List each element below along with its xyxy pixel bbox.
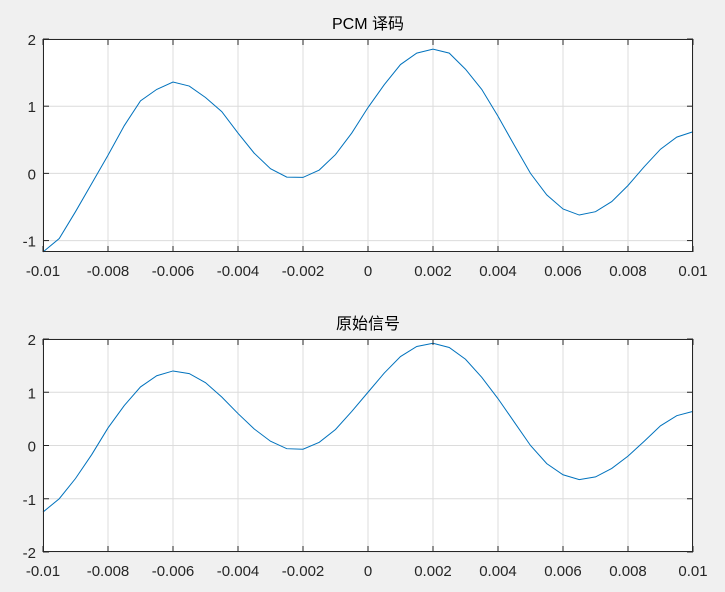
x-tick-label: 0.008	[609, 263, 647, 280]
chart-title: 原始信号	[336, 315, 400, 333]
x-tick-label: 0.002	[414, 563, 452, 580]
x-tick-label: 0	[364, 263, 372, 280]
y-tick-label: 0	[28, 439, 36, 456]
subplot-1: -0.01 -0.008 -0.006 -0.004 -0.002 0 0.002 0.004…	[23, 15, 708, 280]
subplot-2: -0.01 -0.008 -0.006 -0.004 -0.002 0 0.002 0.004…	[23, 315, 708, 580]
x-tick-label: -0.004	[217, 263, 260, 280]
x-tick-label: 0.006	[544, 263, 582, 280]
chart-title: PCM 译码	[332, 15, 404, 33]
x-tick-label: -0.002	[282, 263, 325, 280]
y-tick-label: 1	[28, 99, 36, 116]
x-tick-label: 0	[364, 563, 372, 580]
x-tick-label: 0.01	[678, 263, 707, 280]
x-tick-label: -0.006	[152, 263, 195, 280]
x-tick-label: 0.006	[544, 563, 582, 580]
series-line	[42, 48, 694, 253]
series-line	[42, 342, 694, 513]
x-tick-label: 0.004	[479, 263, 517, 280]
y-tick-label: 2	[28, 332, 36, 349]
x-tick-label: 0.008	[609, 563, 647, 580]
x-tick-label: -0.008	[87, 563, 130, 580]
y-tick-label: 1	[28, 385, 36, 402]
x-tick-label: -0.01	[26, 263, 60, 280]
x-tick-label: -0.008	[87, 263, 130, 280]
y-tick-label: 0	[28, 166, 36, 183]
y-tick-label: 2	[28, 32, 36, 49]
x-tick-label: 0.01	[678, 563, 707, 580]
x-tick-label: -0.002	[282, 563, 325, 580]
x-tick-label: 0.002	[414, 263, 452, 280]
x-tick-label: -0.01	[26, 563, 60, 580]
y-tick-label: -1	[23, 492, 36, 509]
x-tick-label: -0.006	[152, 563, 195, 580]
x-tick-label: -0.004	[217, 563, 260, 580]
y-tick-label: -2	[23, 545, 36, 562]
x-tick-label: 0.004	[479, 563, 517, 580]
y-tick-label: -1	[23, 234, 36, 251]
